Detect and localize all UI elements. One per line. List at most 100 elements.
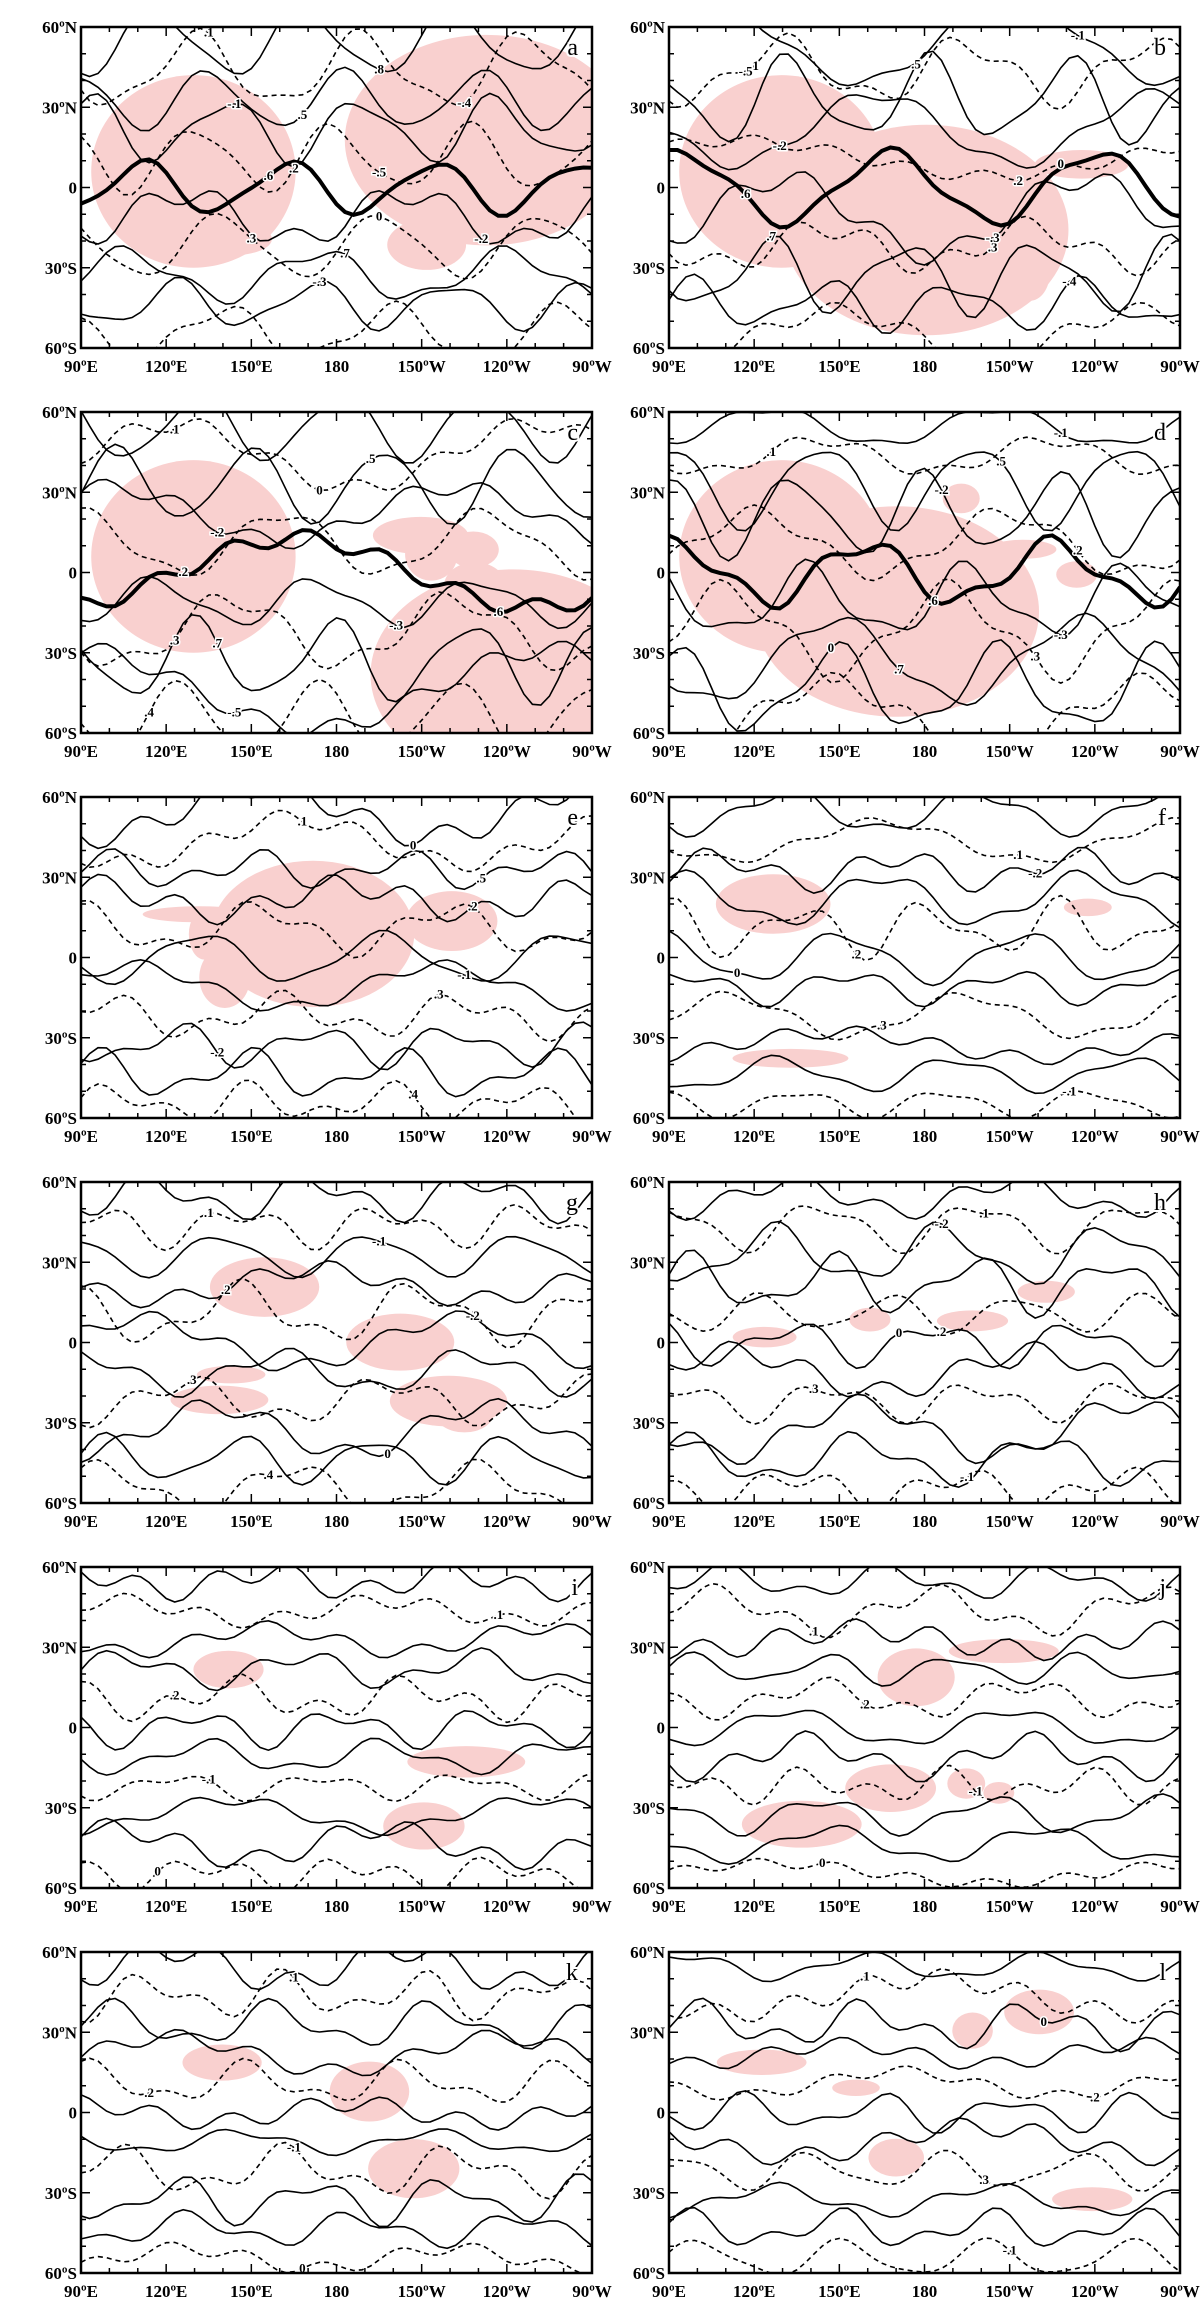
shading bbox=[1063, 898, 1112, 917]
x-axis-label: 150ºW bbox=[398, 1897, 446, 1916]
contour-label: 0 bbox=[1058, 156, 1065, 171]
contour-line bbox=[669, 1793, 1180, 1837]
contour-label: -.4 bbox=[457, 95, 472, 110]
contour-line bbox=[81, 1431, 592, 1486]
contour-line bbox=[81, 157, 592, 218]
y-axis-label: 30ºS bbox=[633, 1029, 665, 1048]
x-axis-label: 180 bbox=[324, 1127, 350, 1146]
contour-label: -.3 bbox=[1054, 627, 1069, 642]
x-axis-label: 120ºE bbox=[733, 2282, 775, 2301]
contour-label: -.5 bbox=[372, 164, 387, 179]
contour-line bbox=[669, 1730, 1180, 1783]
y-axis-label: 60ºN bbox=[630, 1558, 666, 1577]
y-axis-label: 0 bbox=[657, 564, 666, 583]
contour-line bbox=[669, 1618, 1180, 1662]
contour-line bbox=[81, 1458, 564, 1503]
contour-line bbox=[669, 1676, 1180, 1721]
contour-line bbox=[669, 1824, 1180, 1866]
shading bbox=[679, 460, 884, 653]
shading bbox=[868, 2138, 925, 2177]
y-axis-label: 0 bbox=[69, 949, 78, 968]
y-axis-label: 30ºN bbox=[42, 1253, 78, 1272]
contour-label: 0 bbox=[1040, 2014, 1047, 2029]
x-axis-label: 120ºW bbox=[1071, 2282, 1119, 2301]
panel-label: f bbox=[1158, 805, 1166, 831]
x-axis-label: 120ºE bbox=[733, 357, 775, 376]
x-axis-label: 120ºW bbox=[1071, 357, 1119, 376]
y-axis-label: 60ºN bbox=[42, 1173, 78, 1192]
contour-line bbox=[81, 66, 592, 132]
contour-line bbox=[669, 797, 1161, 838]
contour-line bbox=[81, 1347, 592, 1398]
contour-line bbox=[81, 2141, 592, 2200]
x-axis-label: 150ºW bbox=[986, 1512, 1034, 1531]
x-axis-label: 120ºW bbox=[1071, 1512, 1119, 1531]
y-axis-label: 0 bbox=[69, 2104, 78, 2123]
map-content: .1 .2 .3 .4 .5 -.1 -.2 0 bbox=[81, 797, 592, 1118]
contour-line bbox=[81, 1673, 592, 1724]
contour-label: .2 bbox=[851, 947, 861, 962]
contour-label: .2 bbox=[937, 1324, 947, 1339]
y-axis-label: 60ºN bbox=[42, 1943, 78, 1962]
contour-line bbox=[757, 27, 1180, 87]
y-axis-label: 30ºS bbox=[45, 644, 77, 663]
contour-line bbox=[669, 436, 1180, 476]
contour-label: .4 bbox=[281, 350, 291, 365]
contour-label: 0 bbox=[828, 640, 835, 655]
contour-line bbox=[669, 1651, 1180, 1687]
panel-label: k bbox=[566, 1960, 578, 1986]
contour-line bbox=[669, 1952, 1180, 1983]
contour-label: -.3 bbox=[312, 274, 327, 289]
x-axis-label: 120ºE bbox=[145, 1897, 187, 1916]
x-axis-label: 150ºW bbox=[398, 1127, 446, 1146]
contour-line bbox=[669, 968, 1180, 1008]
shading bbox=[845, 1764, 937, 1812]
contour-line bbox=[81, 1079, 578, 1118]
contour-line bbox=[81, 1817, 592, 1871]
contour-line bbox=[669, 134, 1180, 182]
contour-label: 0 bbox=[734, 965, 741, 980]
x-axis-label: 150ºW bbox=[986, 1897, 1034, 1916]
x-axis-label: 150ºE bbox=[230, 1127, 272, 1146]
contour-line bbox=[81, 276, 592, 333]
contour-label: .4 bbox=[408, 1086, 418, 1101]
shading bbox=[344, 34, 592, 246]
contour-label: -.1 bbox=[1003, 2242, 1017, 2257]
y-axis-label: 60ºS bbox=[45, 1109, 77, 1128]
map-content: .1 .2 -.1 0 bbox=[669, 1567, 1180, 1888]
contour-line bbox=[669, 2117, 1180, 2167]
contour-line bbox=[81, 929, 592, 986]
x-axis-label: 90ºE bbox=[64, 2282, 98, 2301]
contour-line bbox=[669, 87, 1180, 171]
x-axis-label: 90ºW bbox=[572, 2282, 612, 2301]
y-axis-label: 60ºN bbox=[42, 18, 78, 37]
contour-line bbox=[669, 1249, 1180, 1319]
contour-line bbox=[81, 189, 592, 245]
shading bbox=[732, 1326, 797, 1348]
contour-line bbox=[81, 640, 592, 733]
y-axis-label: 30ºN bbox=[42, 2023, 78, 2042]
contour-label: .3 bbox=[187, 1372, 197, 1387]
x-axis-label: 120ºW bbox=[483, 1127, 531, 1146]
y-axis-label: 60ºS bbox=[45, 2264, 77, 2283]
contour-line bbox=[669, 1340, 1180, 1400]
y-axis-label: 30ºN bbox=[630, 1253, 666, 1272]
shading bbox=[1009, 243, 1050, 301]
contour-line bbox=[81, 1397, 592, 1464]
x-axis-label: 180 bbox=[912, 357, 938, 376]
contour-label: .3 bbox=[1030, 648, 1040, 663]
panel-label: d bbox=[1154, 420, 1166, 446]
contour-line bbox=[669, 1025, 1180, 1066]
y-axis-label: 0 bbox=[69, 1334, 78, 1353]
contour-line bbox=[669, 869, 1180, 929]
map-content: .1 .2 -.1 0 bbox=[81, 1952, 592, 2273]
y-axis-label: 60ºS bbox=[45, 1494, 77, 1513]
contour-label: .1 bbox=[860, 1969, 870, 1984]
shading bbox=[182, 2044, 262, 2081]
contour-label: .2 bbox=[860, 1697, 870, 1712]
contour-label: -.5 bbox=[227, 705, 242, 720]
y-axis-label: 60ºS bbox=[633, 2264, 665, 2283]
contour-line bbox=[669, 894, 1180, 962]
y-axis-label: 0 bbox=[69, 1719, 78, 1738]
